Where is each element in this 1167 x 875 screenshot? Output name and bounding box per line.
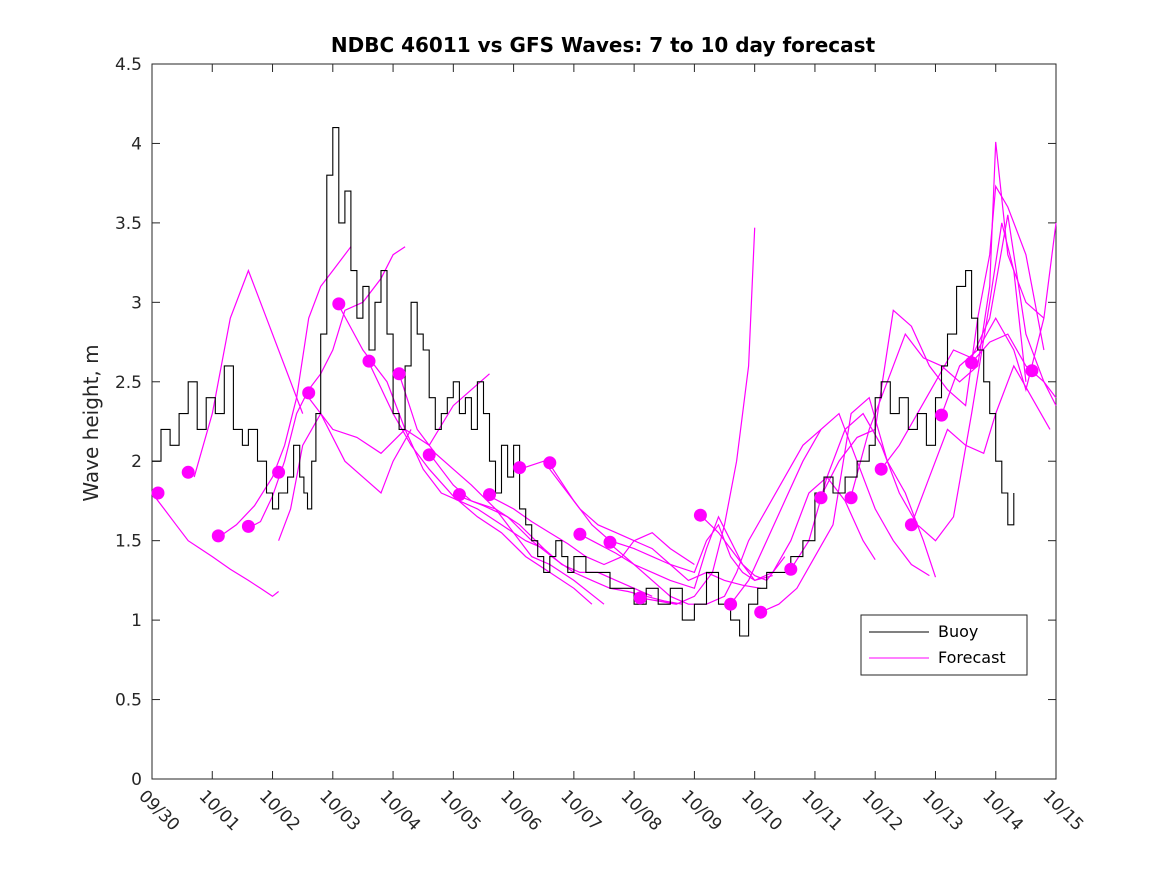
forecast-marker: [935, 408, 948, 422]
forecast-marker: [151, 486, 165, 500]
forecast-line: [699, 476, 876, 582]
y-axis: 0 0.5 1 1.5 2 2.5 3 3.5 4 4.5: [115, 55, 1056, 790]
y-tick-label: 3.5: [115, 214, 142, 234]
chart-title: NDBC 46011 vs GFS Waves: 7 to 10 day for…: [331, 33, 876, 57]
forecast-marker: [332, 297, 346, 311]
forecast-marker: [874, 462, 888, 476]
forecast-line: [940, 222, 1057, 416]
forecast-marker: [844, 491, 858, 505]
forecast-marker: [272, 465, 286, 479]
forecast-line: [609, 428, 822, 605]
forecast-marker: [422, 448, 436, 462]
forecast-line: [193, 268, 304, 478]
y-tick-label: 1.5: [115, 532, 142, 552]
forecast-line: [579, 515, 786, 590]
forecast-marker: [693, 508, 707, 522]
forecast-marker: [965, 356, 979, 370]
forecast-marker: [181, 465, 195, 479]
forecast-marker: [754, 605, 768, 619]
forecast-marker: [814, 491, 828, 505]
forecast-line: [549, 464, 773, 582]
forecast-line: [730, 412, 930, 605]
forecast-marker: [724, 597, 738, 611]
forecast-marker: [1025, 364, 1039, 378]
forecast-marker: [211, 529, 225, 543]
forecast-line: [338, 305, 544, 550]
forecast-line: [459, 495, 683, 605]
y-tick-label: 3: [131, 293, 142, 313]
forecast-line: [368, 362, 593, 605]
legend: Buoy Forecast: [860, 614, 1028, 676]
legend-forecast-label: Forecast: [938, 648, 1006, 667]
legend-buoy-label: Buoy: [938, 622, 978, 641]
y-axis-label: Wave height, m: [79, 344, 103, 501]
y-tick-label: 2: [131, 452, 142, 472]
forecast-line: [489, 495, 695, 566]
y-tick-label: 0.5: [115, 691, 142, 711]
y-tick-label: 1: [131, 611, 142, 631]
forecast-marker: [633, 591, 647, 605]
forecast-marker: [302, 386, 316, 400]
legend-box: [860, 614, 1028, 676]
forecast-marker: [603, 535, 617, 549]
forecast-line: [910, 364, 1051, 526]
y-tick-label: 4.5: [115, 55, 142, 75]
forecast-line: [278, 412, 412, 541]
y-tick-label: 2.5: [115, 373, 142, 393]
forecast-marker: [513, 461, 527, 475]
forecast-line: [151, 492, 279, 598]
plot-series: [151, 127, 1057, 637]
forecast-marker: [573, 527, 587, 541]
forecast-marker: [904, 518, 918, 532]
forecast-marker: [241, 519, 255, 533]
forecast-marker: [452, 488, 466, 502]
buoy-line: [152, 127, 1015, 637]
forecast-line: [820, 184, 1045, 497]
y-tick-label: 0: [131, 770, 142, 790]
forecast-line: [760, 396, 937, 613]
forecast-marker: [784, 562, 798, 576]
forecast-line: [971, 333, 1057, 399]
forecast-marker: [543, 456, 557, 470]
forecast-marker: [392, 367, 406, 381]
forecast-marker: [362, 354, 376, 368]
y-tick-label: 4: [131, 134, 142, 154]
forecast-marker: [483, 488, 496, 502]
forecast-line: [519, 460, 761, 589]
